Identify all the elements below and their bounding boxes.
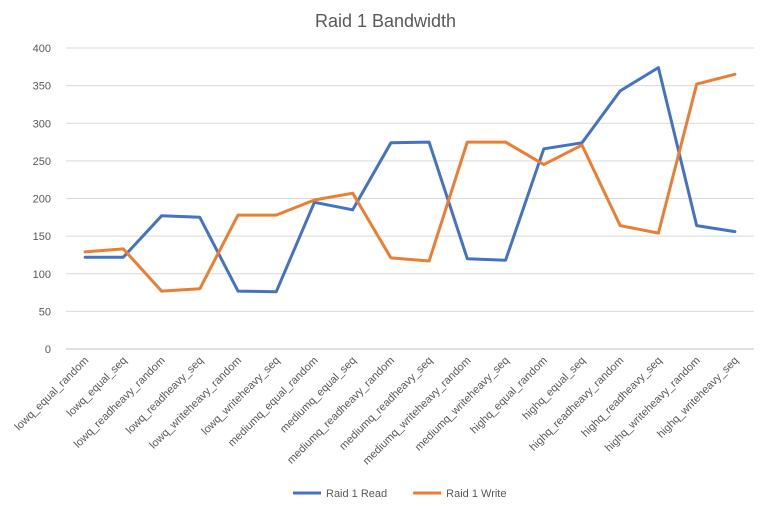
y-tick-label: 100 <box>33 269 51 281</box>
y-tick-label: 0 <box>45 344 51 356</box>
legend: Raid 1 Read Raid 1 Write <box>293 488 506 500</box>
series-line-write <box>83 72 737 293</box>
y-tick-label: 200 <box>33 194 51 206</box>
chart-title: Raid 1 Bandwidth <box>315 11 456 31</box>
y-tick-label: 150 <box>33 231 51 243</box>
y-tick-label: 50 <box>39 306 51 318</box>
gridlines <box>66 47 754 350</box>
legend-label: Raid 1 Write <box>446 488 506 500</box>
y-tick-label: 300 <box>33 118 51 130</box>
series-line-read <box>83 66 737 294</box>
legend-label: Raid 1 Read <box>326 488 387 500</box>
y-tick-label: 350 <box>33 81 51 93</box>
y-axis: 0 50 100 150 200 250 300 350 400 <box>33 43 51 356</box>
series-lines <box>83 66 737 294</box>
y-tick-label: 250 <box>33 156 51 168</box>
y-tick-label: 400 <box>33 43 51 55</box>
